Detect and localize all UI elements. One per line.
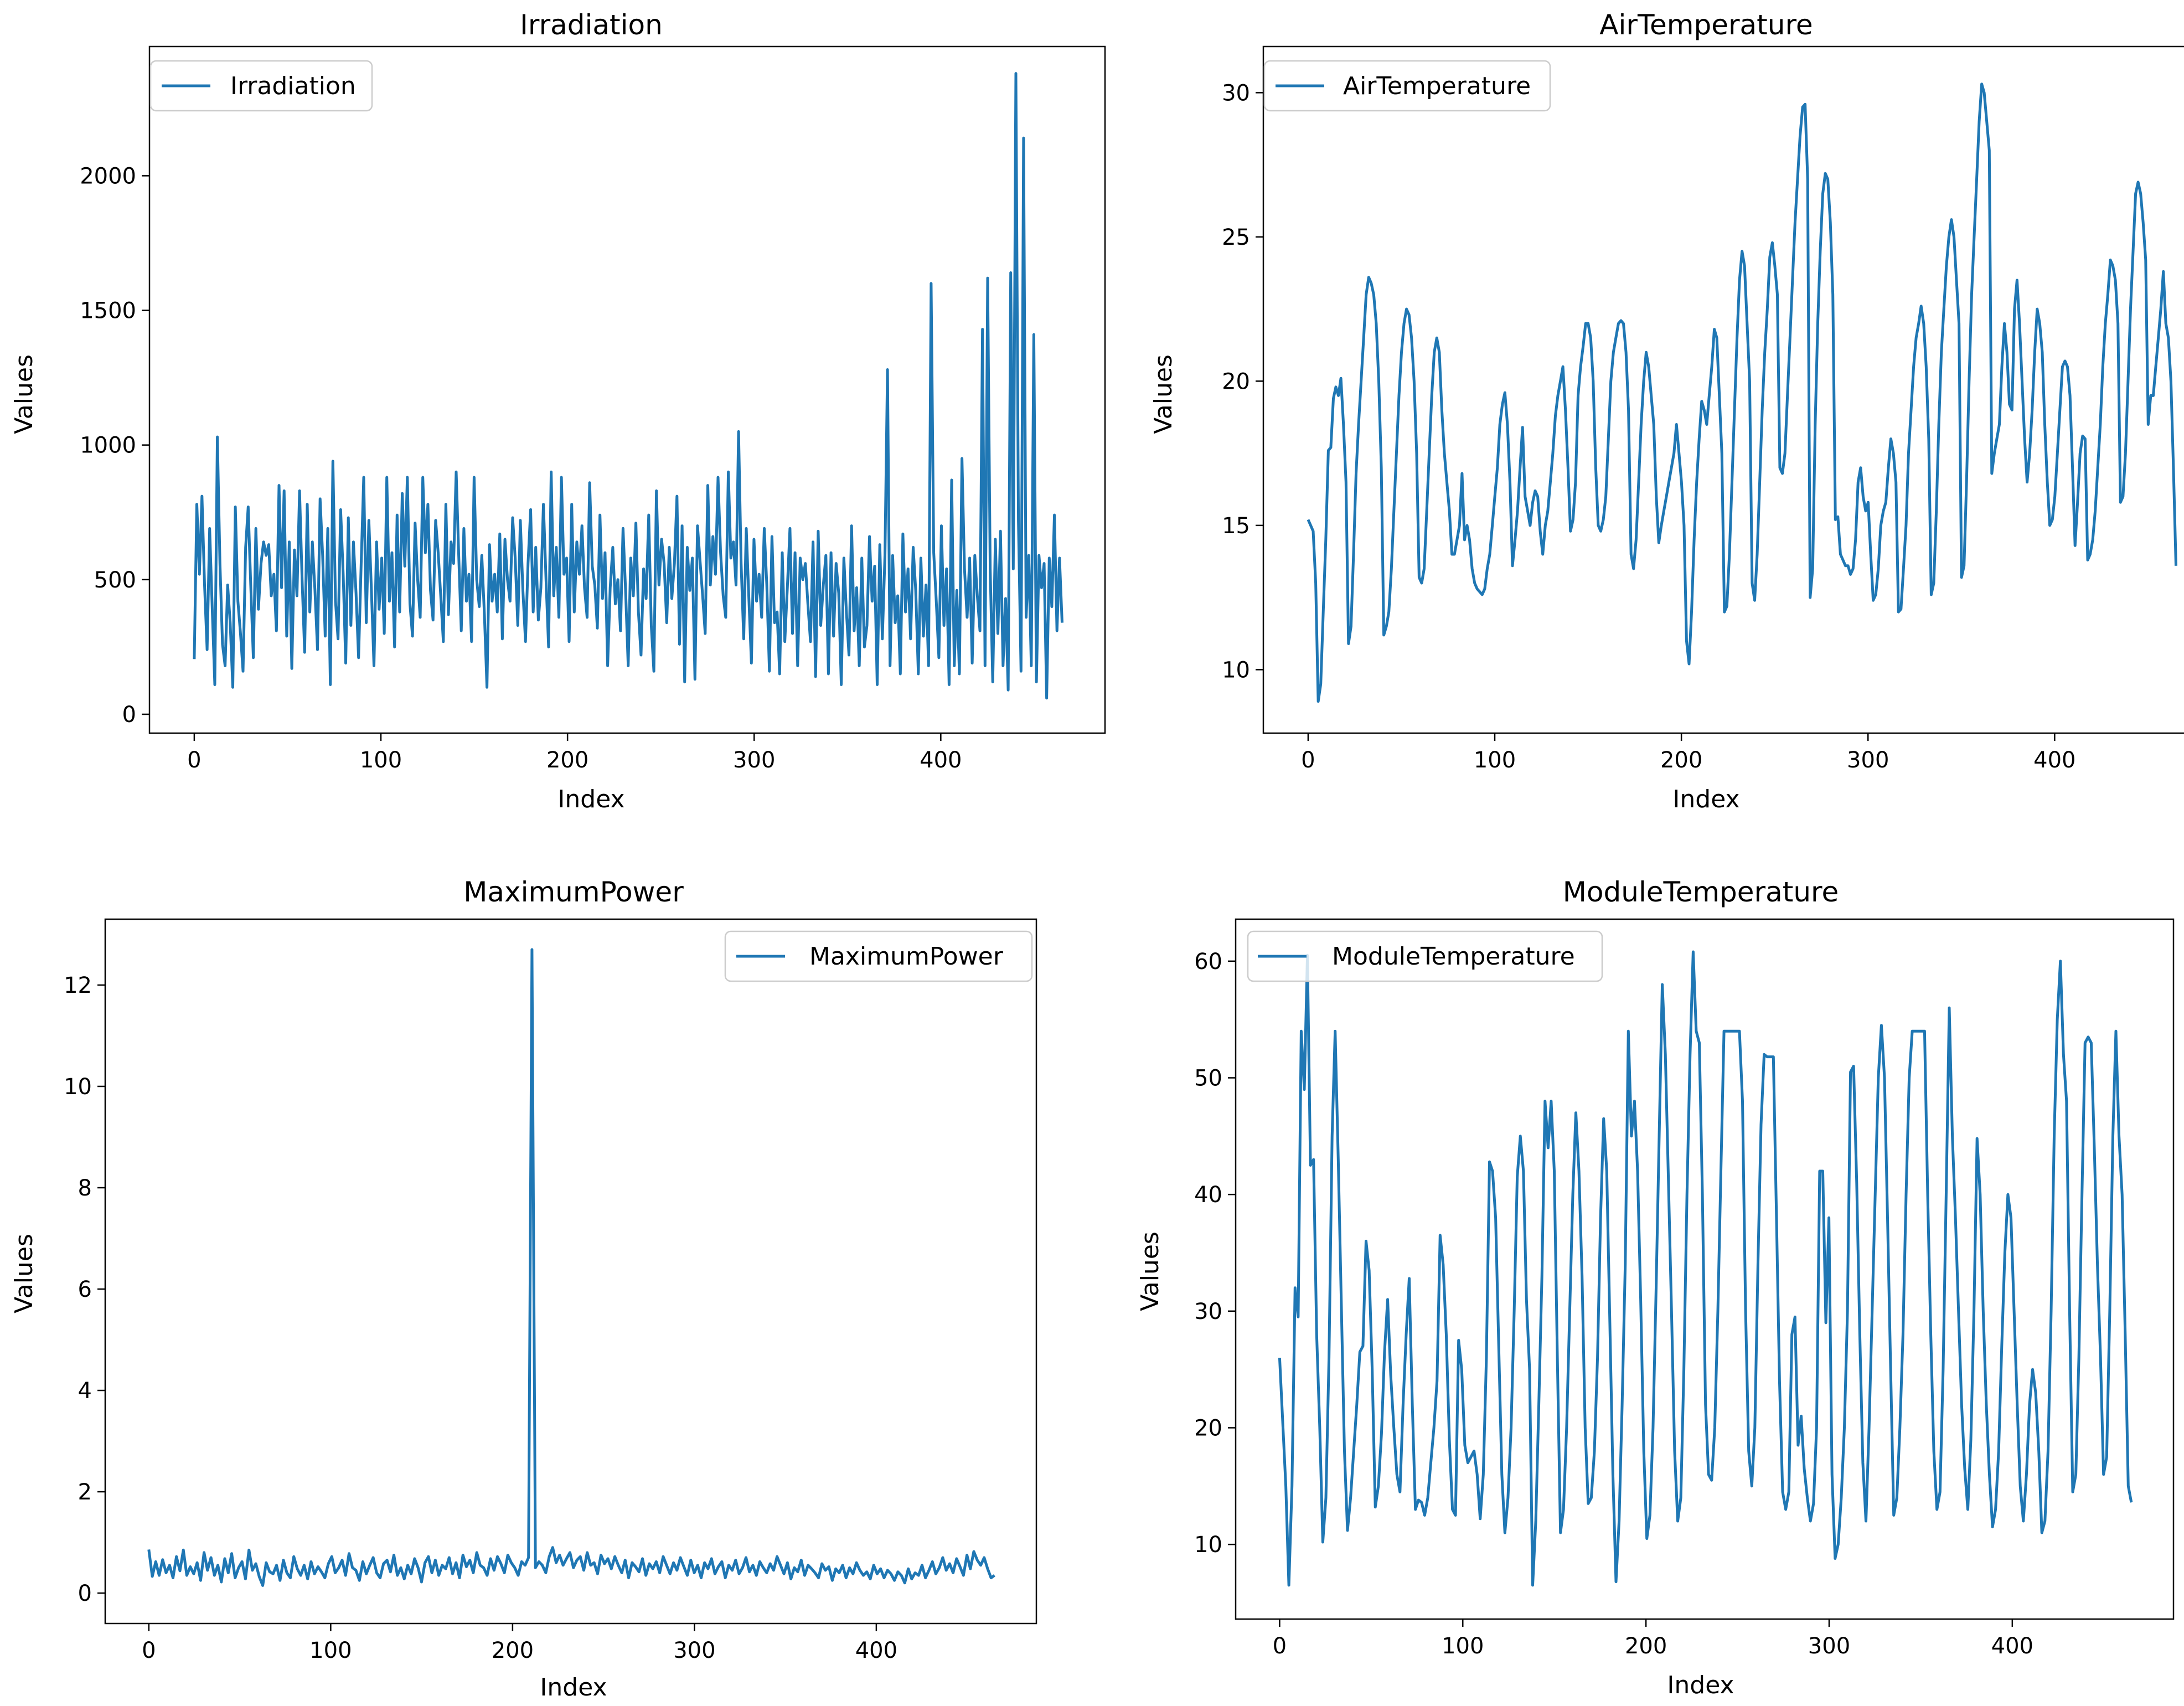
maximum-power-xlabel: Index <box>540 1673 607 1702</box>
module-temperature-legend: ModuleTemperature <box>1247 930 1603 982</box>
air-temperature-ylabel: Values <box>1149 354 1178 434</box>
module-temperature-xtick-label: 100 <box>1442 1633 1484 1659</box>
maximum-power-ticks: 0 100 200 300 400 0 2 4 6 8 10 12 <box>64 973 897 1663</box>
air-temperature-xtick-label: 300 <box>1847 748 1889 773</box>
air-temperature-ytick-label: 30 <box>1222 80 1250 106</box>
irradiation-ticks: 0 100 200 300 400 0 500 1000 1500 2000 <box>80 163 962 773</box>
irradiation-xlabel: Index <box>557 785 624 813</box>
maximum-power-ytick-label: 2 <box>78 1480 92 1505</box>
air-temperature-legend-box <box>1263 60 1551 112</box>
irradiation-legend-label: Irradiation <box>230 72 356 100</box>
air-temperature-ytick-label: 20 <box>1222 369 1250 394</box>
module-temperature-ytick-label: 40 <box>1194 1182 1222 1208</box>
air-temperature-xlabel: Index <box>1672 785 1739 813</box>
maximum-power-ytick-label: 0 <box>78 1581 92 1606</box>
maximum-power-xtick-label: 200 <box>492 1638 534 1663</box>
module-temperature-ytick-label: 30 <box>1194 1299 1222 1324</box>
air-temperature-chart: AirTemperature Index Values 0 100 200 300 40… <box>1149 9 2184 813</box>
module-temperature-series <box>1278 950 2133 1587</box>
irradiation-xtick-label: 400 <box>920 748 962 773</box>
irradiation-legend-box <box>149 60 373 112</box>
irradiation-xtick-label: 200 <box>546 748 588 773</box>
irradiation-ytick-label: 0 <box>122 702 136 728</box>
maximum-power-ytick-label: 8 <box>78 1176 92 1201</box>
maximum-power-plot-frame <box>104 918 1037 1625</box>
maximum-power-ylabel: Values <box>10 1234 38 1313</box>
maximum-power-ytick-label: 10 <box>64 1074 92 1100</box>
maximum-power-ytick-label: 4 <box>78 1378 92 1404</box>
air-temperature-xtick-label: 0 <box>1301 748 1315 773</box>
module-temperature-line <box>1278 950 2133 1587</box>
maximum-power-ytick-label: 6 <box>78 1277 92 1302</box>
maximum-power-series <box>147 948 995 1587</box>
maximum-power-line <box>147 948 995 1587</box>
air-temperature-xtick-label: 100 <box>1474 748 1516 773</box>
air-temperature-plot-frame <box>1262 45 2184 734</box>
air-temperature-ticks: 0 100 200 300 400 10 15 20 25 30 <box>1222 80 2075 773</box>
air-temperature-ytick-label: 10 <box>1222 657 1250 683</box>
air-temperature-legend-label: AirTemperature <box>1343 72 1531 100</box>
module-temperature-xtick-label: 200 <box>1625 1633 1667 1659</box>
maximum-power-chart: MaximumPower Index Values 0 100 200 300 4000… <box>10 876 1037 1702</box>
irradiation-xtick-label: 300 <box>733 748 775 773</box>
module-temperature-legend-label: ModuleTemperature <box>1332 942 1575 971</box>
module-temperature-plot-frame <box>1235 918 2175 1620</box>
air-temperature-legend: AirTemperature <box>1263 60 1551 112</box>
irradiation-xtick-label: 100 <box>360 748 402 773</box>
irradiation-chart: Irradiation Index Values 0 100 200 300 400 0 5… <box>10 9 1106 813</box>
irradiation-ytick-label: 1500 <box>80 298 136 324</box>
air-temperature-title: AirTemperature <box>1599 9 1813 41</box>
air-temperature-ytick-label: 15 <box>1222 513 1250 539</box>
module-temperature-legend-box <box>1247 930 1603 982</box>
maximum-power-xtick-label: 400 <box>855 1638 897 1663</box>
irradiation-ylabel: Values <box>10 354 38 434</box>
irradiation-series <box>193 72 1063 700</box>
module-temperature-chart: ModuleTemperature Index Values 0 100 200 30… <box>1136 876 2175 1699</box>
module-temperature-title: ModuleTemperature <box>1563 876 1839 908</box>
air-temperature-ytick-label: 25 <box>1222 225 1250 250</box>
irradiation-title: Irradiation <box>520 9 663 41</box>
irradiation-ytick-label: 500 <box>94 568 136 593</box>
module-temperature-ylabel: Values <box>1136 1231 1164 1311</box>
air-temperature-xtick-label: 400 <box>2033 748 2075 773</box>
irradiation-ytick-label: 2000 <box>80 163 136 189</box>
air-temperature-series <box>1307 83 2177 703</box>
module-temperature-ytick-label: 20 <box>1194 1416 1222 1441</box>
irradiation-xtick-label: 0 <box>187 748 201 773</box>
module-temperature-xlabel: Index <box>1667 1671 1734 1699</box>
maximum-power-xtick-label: 0 <box>142 1638 156 1663</box>
maximum-power-xtick-label: 100 <box>309 1638 352 1663</box>
maximum-power-legend-label: MaximumPower <box>809 942 1004 971</box>
module-temperature-ytick-label: 60 <box>1194 949 1222 975</box>
maximum-power-legend: MaximumPower <box>724 930 1033 982</box>
module-temperature-xtick-label: 300 <box>1808 1633 1850 1659</box>
module-temperature-ytick-label: 50 <box>1194 1066 1222 1091</box>
air-temperature-xtick-label: 200 <box>1660 748 1702 773</box>
module-temperature-xtick-label: 0 <box>1273 1633 1287 1659</box>
irradiation-plot-frame <box>148 45 1106 734</box>
irradiation-line <box>193 72 1063 700</box>
maximum-power-legend-box <box>724 930 1033 982</box>
module-temperature-xtick-label: 400 <box>1991 1633 2033 1659</box>
module-temperature-ticks: 0 100 200 300 400 10 20 30 40 50 60 <box>1194 949 2033 1659</box>
module-temperature-ytick-label: 10 <box>1194 1532 1222 1558</box>
air-temperature-line <box>1307 83 2177 703</box>
irradiation-legend: Irradiation <box>149 60 373 112</box>
maximum-power-ytick-label: 12 <box>64 973 92 998</box>
maximum-power-title: MaximumPower <box>463 876 684 908</box>
maximum-power-xtick-label: 300 <box>673 1638 715 1663</box>
irradiation-ytick-label: 1000 <box>80 433 136 458</box>
